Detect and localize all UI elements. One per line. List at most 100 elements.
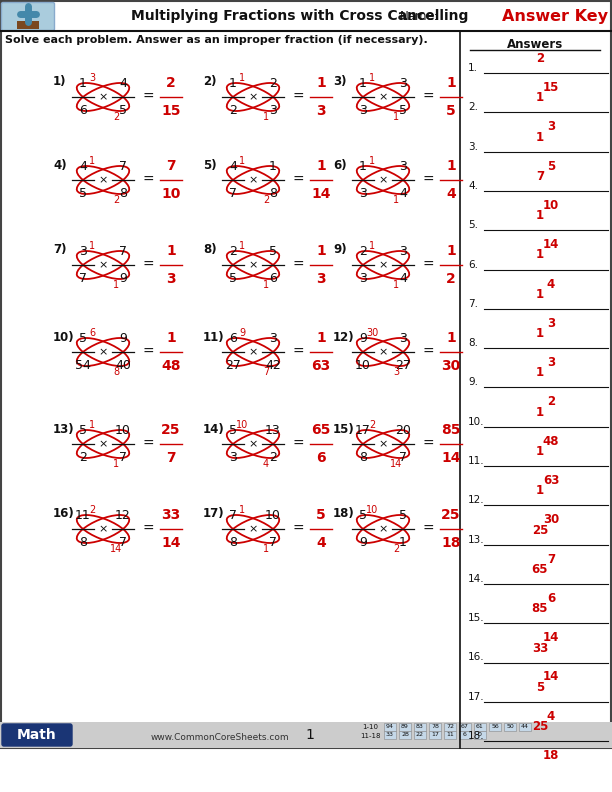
Text: 2: 2 xyxy=(166,76,176,90)
Bar xyxy=(519,723,531,731)
Text: 1: 1 xyxy=(393,112,399,122)
Text: 18: 18 xyxy=(543,749,559,762)
Text: 89: 89 xyxy=(401,725,409,729)
Text: 1: 1 xyxy=(239,505,245,515)
Text: =: = xyxy=(142,90,154,104)
Text: 7: 7 xyxy=(166,159,176,173)
Text: 11.: 11. xyxy=(468,456,485,466)
Text: 33: 33 xyxy=(162,508,181,522)
Bar xyxy=(414,731,426,739)
Bar xyxy=(399,723,411,731)
Text: 1.: 1. xyxy=(468,63,478,73)
Text: 2: 2 xyxy=(263,195,269,205)
Text: 8: 8 xyxy=(229,536,237,549)
Text: ×: × xyxy=(99,347,108,357)
Text: 1: 1 xyxy=(359,77,367,90)
Text: Solve each problem. Answer as an improper fraction (if necessary).: Solve each problem. Answer as an imprope… xyxy=(5,35,428,45)
Text: 9.: 9. xyxy=(468,378,478,387)
Text: Answers: Answers xyxy=(507,37,563,51)
Text: 11-18: 11-18 xyxy=(360,733,380,739)
Text: =: = xyxy=(142,437,154,451)
Text: 8: 8 xyxy=(359,451,367,464)
Text: 6: 6 xyxy=(547,592,555,605)
Bar xyxy=(444,731,456,739)
Text: 1: 1 xyxy=(316,76,326,90)
Text: 14: 14 xyxy=(441,451,461,465)
Text: 2: 2 xyxy=(89,505,95,515)
Text: 3: 3 xyxy=(393,367,399,377)
Text: 33: 33 xyxy=(386,733,394,737)
Text: 9: 9 xyxy=(239,328,245,338)
Text: 2: 2 xyxy=(113,112,119,122)
Text: 30: 30 xyxy=(543,513,559,527)
Text: =: = xyxy=(142,522,154,536)
Text: 9: 9 xyxy=(359,536,367,549)
Text: 3: 3 xyxy=(399,332,407,345)
Text: ×: × xyxy=(99,92,108,102)
Text: 1: 1 xyxy=(166,244,176,258)
Text: ×: × xyxy=(248,92,258,102)
Text: 10: 10 xyxy=(366,505,378,515)
Text: 14: 14 xyxy=(543,238,559,251)
FancyBboxPatch shape xyxy=(2,724,72,746)
Text: 5): 5) xyxy=(203,158,217,172)
Text: 1: 1 xyxy=(239,73,245,83)
Text: 1: 1 xyxy=(263,280,269,290)
Text: 1: 1 xyxy=(446,76,456,90)
Text: 7: 7 xyxy=(119,245,127,258)
Bar xyxy=(489,723,501,731)
Text: =: = xyxy=(142,345,154,359)
Text: 7: 7 xyxy=(119,160,127,173)
Text: 33: 33 xyxy=(532,642,548,654)
Text: 14: 14 xyxy=(161,536,181,550)
Text: 3: 3 xyxy=(166,272,176,286)
Text: 10: 10 xyxy=(543,199,559,212)
Bar xyxy=(17,21,39,29)
Text: ×: × xyxy=(248,175,258,185)
Bar xyxy=(0,722,612,748)
Text: 1: 1 xyxy=(536,445,544,458)
Text: 63: 63 xyxy=(543,474,559,487)
Text: 4: 4 xyxy=(399,272,407,285)
Text: 5: 5 xyxy=(399,509,407,522)
Text: 4: 4 xyxy=(119,77,127,90)
Text: 18.: 18. xyxy=(468,731,485,741)
Text: 1: 1 xyxy=(536,367,544,379)
Text: 2.: 2. xyxy=(468,102,478,112)
Text: 3: 3 xyxy=(547,317,555,329)
Text: 20: 20 xyxy=(395,424,411,437)
Text: 63: 63 xyxy=(312,359,330,373)
Text: 3: 3 xyxy=(79,245,87,258)
Text: 48: 48 xyxy=(543,435,559,447)
Text: 48: 48 xyxy=(161,359,181,373)
Text: 7: 7 xyxy=(79,272,87,285)
Text: 5: 5 xyxy=(536,681,544,694)
Text: 1: 1 xyxy=(89,420,95,430)
Text: 4: 4 xyxy=(316,536,326,550)
Text: 10: 10 xyxy=(115,424,131,437)
Text: 1: 1 xyxy=(316,331,326,345)
Text: 17: 17 xyxy=(355,424,371,437)
Text: 7: 7 xyxy=(399,451,407,464)
Bar xyxy=(429,731,441,739)
Text: =: = xyxy=(292,345,304,359)
Text: 1: 1 xyxy=(446,244,456,258)
Text: 8: 8 xyxy=(269,187,277,200)
Text: 9): 9) xyxy=(333,243,346,257)
Text: 5: 5 xyxy=(316,508,326,522)
Text: 1: 1 xyxy=(79,77,87,90)
Text: ×: × xyxy=(378,92,387,102)
Text: 1: 1 xyxy=(263,544,269,554)
Text: 10: 10 xyxy=(236,420,248,430)
Text: ×: × xyxy=(248,260,258,270)
Bar xyxy=(384,723,396,731)
Text: 1: 1 xyxy=(89,156,95,166)
Text: 2: 2 xyxy=(547,395,555,409)
Text: =: = xyxy=(142,173,154,187)
Text: 30: 30 xyxy=(441,359,461,373)
Text: 1: 1 xyxy=(393,280,399,290)
Text: 25: 25 xyxy=(441,508,461,522)
Text: 15: 15 xyxy=(161,104,181,118)
Text: Name:: Name: xyxy=(400,10,439,22)
Text: 3: 3 xyxy=(316,272,326,286)
